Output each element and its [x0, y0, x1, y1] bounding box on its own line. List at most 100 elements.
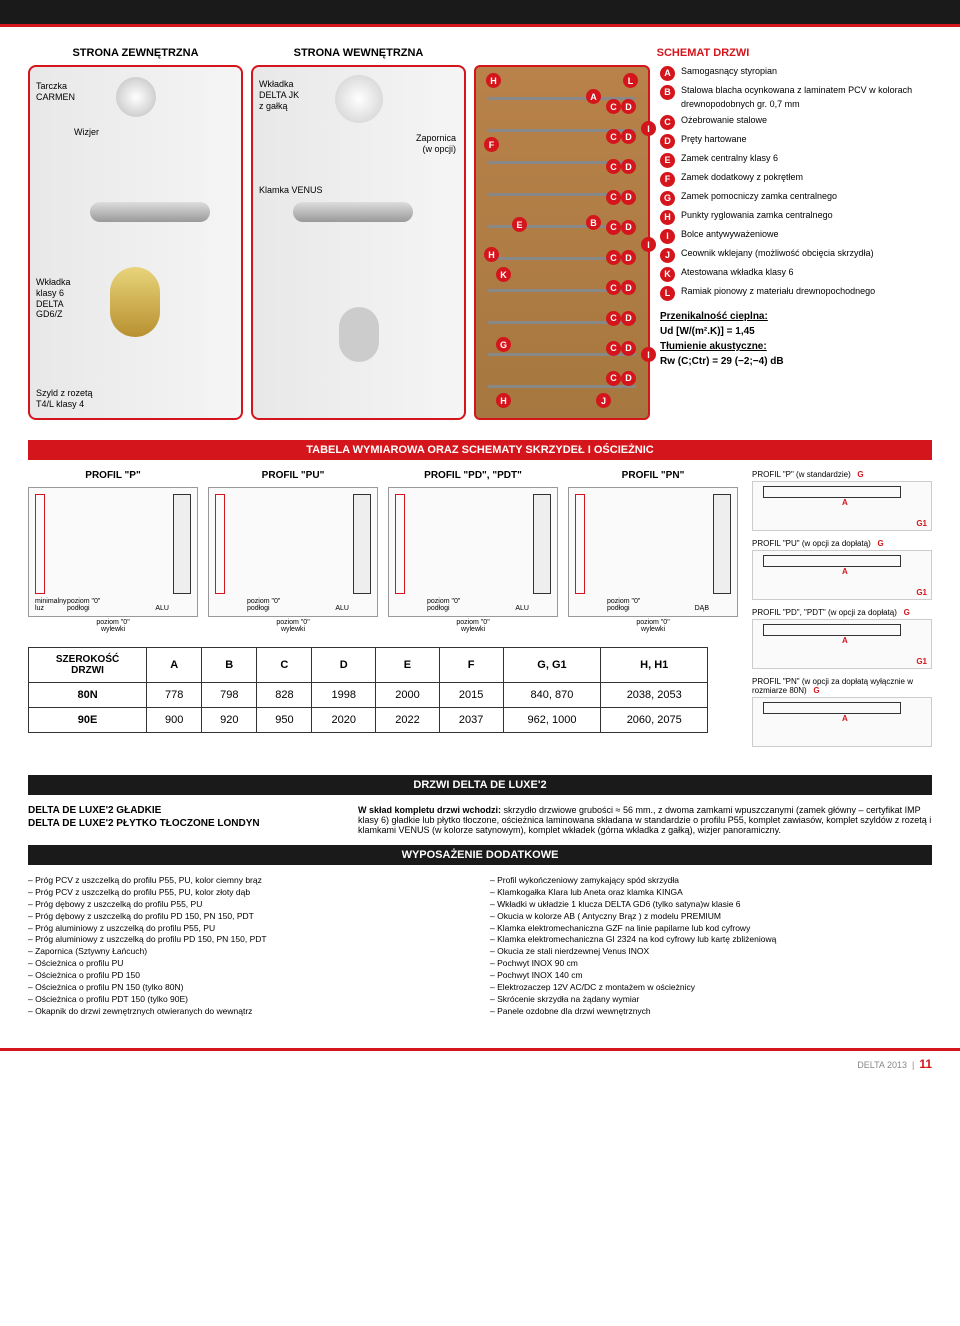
profile-label: PROFIL "PU" [208, 470, 378, 481]
legend-text: Bolce antywyważeniowe [681, 228, 779, 244]
wizjer-label: Wizjer [74, 127, 99, 138]
bullet-item: – Próg dębowy z uszczelką do profilu PD … [28, 911, 470, 923]
legend-letter: C [660, 115, 675, 130]
szyld-label: Szyld z rozetą T4/L klasy 4 [36, 388, 93, 410]
product-names: DELTA DE LUXE'2 GŁADKIE DELTA DE LUXE'2 … [28, 805, 338, 835]
thermal-h1: Przenikalność cieplna: [660, 309, 932, 324]
dim-letter-G1: G1 [916, 657, 927, 666]
legend-text: Zamek pomocniczy zamka centralnego [681, 190, 837, 206]
bullet-item: – Klamkogałka Klara lub Aneta oraz klamk… [490, 887, 932, 899]
table-cell: 950 [257, 708, 312, 733]
table-cell: 962, 1000 [503, 708, 601, 733]
side-profile-block: PROFIL "P" (w standardzie) G A G1 [752, 470, 932, 531]
legend-letter: F [660, 172, 675, 187]
inner-side-column: STRONA WEWNĘTRZNA Wkładka DELTA JK z gał… [251, 47, 466, 420]
extra-equipment-bullets: – Próg PCV z uszczelką do profilu P55, P… [28, 865, 932, 1028]
poziom-wylewki-label: poziom "0" wylewki [208, 619, 378, 633]
legend-item: ASamogasnący styropian [660, 65, 932, 81]
page-footer: DELTA 2013 | 11 [0, 1051, 960, 1077]
schematic-column: SCHEMAT DRZWI H A L F E [474, 47, 932, 420]
legend-item: E Zamek centralny klasy 6 [660, 152, 932, 168]
legend-text: Ożebrowanie stalowe [681, 114, 767, 130]
profile-label: PROFIL "PN" [568, 470, 738, 481]
bullet-item: – Profil wykończeniowy zamykający spód s… [490, 875, 932, 887]
bullet-item: – Próg PCV z uszczelką do profilu P55, P… [28, 875, 470, 887]
bullet-item: – Skrócenie skrzydła na żądany wymiar [490, 994, 932, 1006]
legend-letter: H [660, 210, 675, 225]
thermal-v1: Ud [W/(m².K)] = 1,45 [660, 324, 932, 339]
wkladka-klasy-label: Wkładka klasy 6 DELTA GD6/Z [36, 277, 71, 320]
table-cell: 2037 [439, 708, 503, 733]
outer-door-panel: Tarczka CARMEN Wizjer Wkładka klasy 6 DE… [28, 65, 243, 420]
legend-letter: B [660, 85, 675, 100]
side-profile-drawing: A G1 [752, 550, 932, 600]
table-col-head: D [312, 648, 376, 683]
side-profile-label: PROFIL "PD", "PDT" (w opcji za dopłatą) … [752, 608, 932, 617]
legend-item: FZamek dodatkowy z pokrętłem [660, 171, 932, 187]
poziom-wylewki-label: poziom "0" wylewki [28, 619, 198, 633]
dim-letter-A: A [842, 498, 848, 507]
profile-box: PROFIL "P" minimalny luz poziom "0" podł… [28, 470, 198, 633]
thermal-v2: Rw (C;Ctr) = 29 (−2;−4) dB [660, 354, 932, 369]
bullet-item: – Pochwyt INOX 90 cm [490, 958, 932, 970]
product-description-section: DRZWI DELTA DE LUXE'2 DELTA DE LUXE'2 GŁ… [28, 775, 932, 1028]
legend-item: C Ożebrowanie stalowe [660, 114, 932, 130]
bullet-item: – Próg dębowy z uszczelką do profilu P55… [28, 899, 470, 911]
inner-door-panel: Wkładka DELTA JK z gałką Zapornica (w op… [251, 65, 466, 420]
product-name-2: DELTA DE LUXE'2 PŁYTKO TŁOCZONE LONDYN [28, 818, 338, 829]
bullet-item: – Zapornica (Sztywny Łańcuch) [28, 946, 470, 958]
product-name-1: DELTA DE LUXE'2 GŁADKIE [28, 805, 338, 816]
outer-side-column: STRONA ZEWNĘTRZNA Tarczka CARMEN Wizjer … [28, 47, 243, 420]
table-head-label: SZEROKOŚĆ DRZWI [29, 648, 147, 683]
table-cell: 778 [147, 683, 202, 708]
wkladka-delta-label: Wkładka DELTA JK z gałką [259, 79, 299, 111]
table-col-head: F [439, 648, 503, 683]
bullet-item: – Próg aluminiowy z uszczelką do profilu… [28, 934, 470, 946]
legend-letter: I [660, 229, 675, 244]
table-cell: 798 [202, 683, 257, 708]
table-cell: 2000 [376, 683, 440, 708]
side-profile-drawing: A G1 [752, 619, 932, 669]
tarczka-label: Tarczka CARMEN [36, 81, 75, 103]
legend-text: Ceownik wklejany (możliwość obcięcia skr… [681, 247, 874, 263]
footer-brand: DELTA 2013 [857, 1060, 907, 1070]
legend-item: JCeownik wklejany (możliwość obcięcia sk… [660, 247, 932, 263]
legend-letter: L [660, 286, 675, 301]
legend-item: DPręty hartowane [660, 133, 932, 149]
threshold-mat-label: ALU [155, 605, 169, 612]
profile-box: PROFIL "PD", "PDT" poziom "0" podłogi AL… [388, 470, 558, 633]
profile-box: PROFIL "PN" poziom "0" podłogi DĄB pozio… [568, 470, 738, 633]
poziom-podlogi-label: poziom "0" podłogi [427, 598, 460, 612]
dim-letter-A: A [842, 714, 848, 723]
dimension-section: TABELA WYMIAROWA ORAZ SCHEMATY SKRZYDEŁ … [28, 440, 932, 755]
threshold-mat-label: ALU [515, 605, 529, 612]
bullet-item: – Okucia w kolorze AB ( Antyczny Brąz ) … [490, 911, 932, 923]
bullet-item: – Ościeżnica o profilu PD 150 [28, 970, 470, 982]
zapornica-label: Zapornica (w opcji) [416, 133, 456, 155]
outer-handle-icon [90, 202, 210, 222]
desc-lead: W skład kompletu drzwi wchodzi: [358, 805, 501, 815]
table-col-head: C [257, 648, 312, 683]
inner-heading: STRONA WEWNĘTRZNA [251, 47, 466, 59]
legend-letter: E [660, 153, 675, 168]
bullet-item: – Klamka elektromechaniczna GZF na linie… [490, 923, 932, 935]
inner-handle-icon [293, 202, 413, 222]
profile-drawings-row: PROFIL "P" minimalny luz poziom "0" podł… [28, 470, 738, 633]
klamka-label: Klamka VENUS [259, 185, 323, 196]
legend-item: LRamiak pionowy z materiału drewnopochod… [660, 285, 932, 301]
bullet-item: – Okapnik do drzwi zewnętrznych otwieran… [28, 1006, 470, 1018]
dim-letter-G1: G1 [916, 588, 927, 597]
side-profile-drawing: A [752, 697, 932, 747]
legend-text: Zamek centralny klasy 6 [681, 152, 778, 168]
product-heading: DRZWI DELTA DE LUXE'2 [28, 775, 932, 795]
table-row: 80N778798828199820002015840, 8702038, 20… [29, 683, 708, 708]
legend-item: KAtestowana wkładka klasy 6 [660, 266, 932, 282]
dim-letter-A: A [842, 636, 848, 645]
side-profile-label: PROFIL "PN" (w opcji za dopłatą wyłączni… [752, 677, 932, 695]
legend-item: I Bolce antywyważeniowe [660, 228, 932, 244]
min-luz-label: minimalny luz [35, 598, 67, 612]
table-cell: 2020 [312, 708, 376, 733]
dim-letter-G1: G1 [916, 519, 927, 528]
row-label: 90E [29, 708, 147, 733]
legend-letter: G [660, 191, 675, 206]
